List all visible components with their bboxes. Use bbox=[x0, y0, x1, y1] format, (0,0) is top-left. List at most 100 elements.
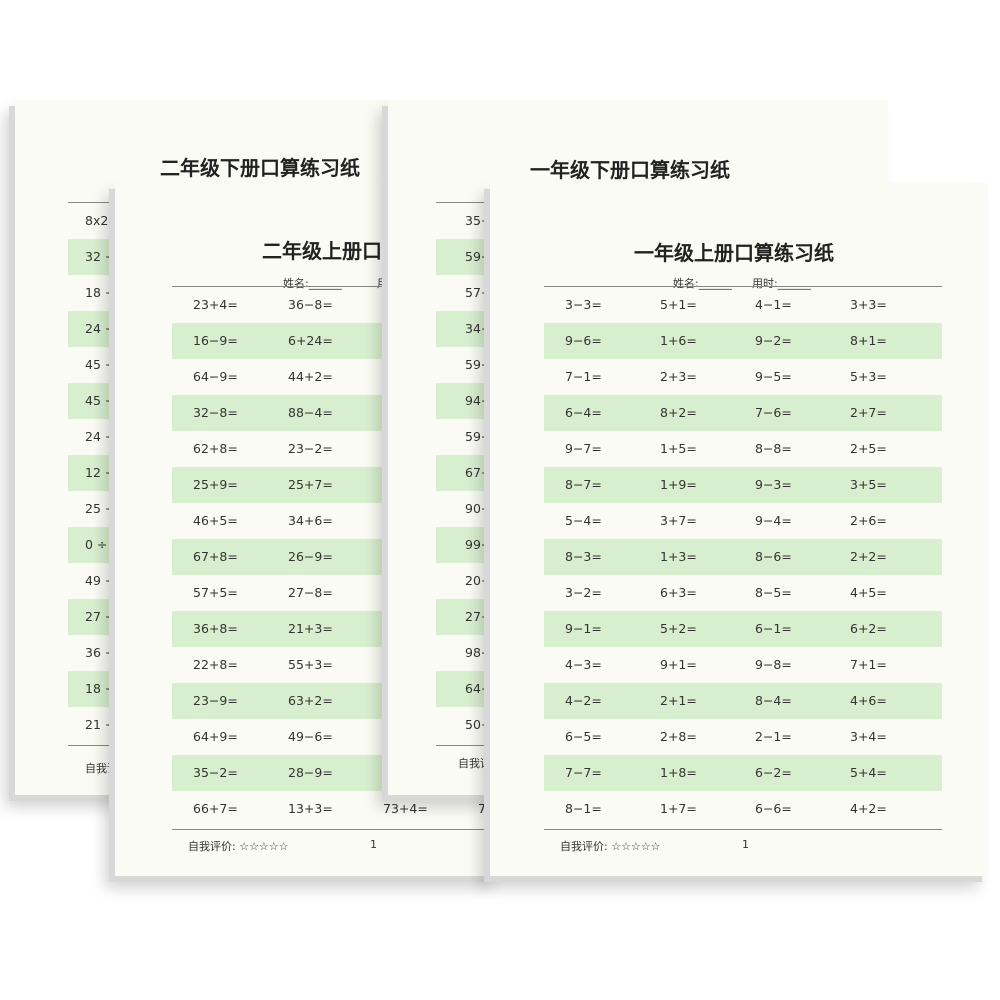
time-label: 用 bbox=[377, 277, 388, 290]
problem: 24 ÷ bbox=[85, 321, 116, 336]
rule bbox=[172, 286, 500, 287]
problem: 6+3= bbox=[660, 585, 697, 600]
problem: 3+4= bbox=[850, 729, 887, 744]
problem: 6+2= bbox=[850, 621, 887, 636]
problem: 8−7= bbox=[565, 477, 602, 492]
sheet-title: 一年级上册口算练习纸 bbox=[634, 241, 834, 265]
problem: 4+2= bbox=[850, 801, 887, 816]
problem: 1+9= bbox=[660, 477, 697, 492]
page-number: 1 bbox=[742, 838, 749, 851]
problem: 99− bbox=[465, 537, 492, 552]
problem: 1+3= bbox=[660, 549, 697, 564]
problem: 50+ bbox=[465, 717, 492, 732]
problem: 5+1= bbox=[660, 297, 697, 312]
problem: 9−1= bbox=[565, 621, 602, 636]
problem: 9−8= bbox=[755, 657, 792, 672]
problem: 8−8= bbox=[755, 441, 792, 456]
problem-row bbox=[544, 683, 942, 719]
rule bbox=[544, 829, 942, 830]
problem: 3+3= bbox=[850, 297, 887, 312]
problem: 55+3= bbox=[288, 657, 333, 672]
rating-label: 自我评价: ☆☆☆☆☆ bbox=[188, 840, 289, 853]
problem: 45 ÷ bbox=[85, 393, 116, 408]
problem-row bbox=[544, 323, 942, 359]
problem: 3−3= bbox=[565, 297, 602, 312]
problem: 67+ bbox=[465, 465, 492, 480]
problem: 8+2= bbox=[660, 405, 697, 420]
problem: 18 ÷ bbox=[85, 681, 116, 696]
problem: 5+4= bbox=[850, 765, 887, 780]
problem: 9−3= bbox=[755, 477, 792, 492]
problem: 94− bbox=[465, 393, 492, 408]
problem: 2+7= bbox=[850, 405, 887, 420]
problem: 2+5= bbox=[850, 441, 887, 456]
problem: 5−4= bbox=[565, 513, 602, 528]
problem: 25 ÷ bbox=[85, 501, 116, 516]
problem: 34+6= bbox=[288, 513, 333, 528]
problem: 2+6= bbox=[850, 513, 887, 528]
problem: 6−2= bbox=[755, 765, 792, 780]
problem: 3−2= bbox=[565, 585, 602, 600]
sheet-title: 一年级下册口算练习纸 bbox=[530, 158, 730, 182]
problem: 36+8= bbox=[193, 621, 238, 636]
problem: 8−6= bbox=[755, 549, 792, 564]
problem: 7+1= bbox=[850, 657, 887, 672]
problem: 0 ÷ 5 bbox=[85, 537, 120, 552]
problem: 4+5= bbox=[850, 585, 887, 600]
problem: 7 bbox=[478, 801, 486, 816]
problem-row bbox=[544, 467, 942, 503]
sheet-title: 二年级上册口 bbox=[262, 239, 382, 263]
problem: 5+3= bbox=[850, 369, 887, 384]
problem: 59− bbox=[465, 249, 492, 264]
problem: 2+2= bbox=[850, 549, 887, 564]
problem: 57+5= bbox=[193, 585, 238, 600]
problem: 26−9= bbox=[288, 549, 333, 564]
problem: 44+2= bbox=[288, 369, 333, 384]
problem: 3+5= bbox=[850, 477, 887, 492]
problem: 6−6= bbox=[755, 801, 792, 816]
sheet-title: 二年级下册口算练习纸 bbox=[160, 156, 360, 180]
rule bbox=[172, 829, 500, 830]
problem: 7−6= bbox=[755, 405, 792, 420]
problem: 6−5= bbox=[565, 729, 602, 744]
problem: 18 ÷ bbox=[85, 285, 116, 300]
problem: 20+ bbox=[465, 573, 492, 588]
problem: 8−3= bbox=[565, 549, 602, 564]
problem: 4−1= bbox=[755, 297, 792, 312]
problem-row bbox=[544, 611, 942, 647]
problem: 36 ÷ bbox=[85, 645, 116, 660]
problem: 32−8= bbox=[193, 405, 238, 420]
problem: 2+1= bbox=[660, 693, 697, 708]
problem: 9−7= bbox=[565, 441, 602, 456]
problem: 21 ÷ bbox=[85, 717, 116, 732]
problem: 64+9= bbox=[193, 729, 238, 744]
problem: 1+5= bbox=[660, 441, 697, 456]
problem: 64+ bbox=[465, 681, 492, 696]
problem: 3+7= bbox=[660, 513, 697, 528]
problem: 23−2= bbox=[288, 441, 333, 456]
page-number: 1 bbox=[370, 838, 377, 851]
problem: 8+1= bbox=[850, 333, 887, 348]
problem: 27 ÷ bbox=[85, 609, 116, 624]
problem: 4−3= bbox=[565, 657, 602, 672]
problem: 9−4= bbox=[755, 513, 792, 528]
problem: 6−4= bbox=[565, 405, 602, 420]
worksheet: 一年级上册口算练习纸 姓名:______ 用时:______ 3−3= 5+1= 4−1=… bbox=[490, 183, 988, 876]
problem: 27−8= bbox=[288, 585, 333, 600]
problem: 2+3= bbox=[660, 369, 697, 384]
problem: 1+8= bbox=[660, 765, 697, 780]
problem: 25+7= bbox=[288, 477, 333, 492]
problem: 8−4= bbox=[755, 693, 792, 708]
problem: 35−2= bbox=[193, 765, 238, 780]
problem: 6+24= bbox=[288, 333, 333, 348]
problem: 4−2= bbox=[565, 693, 602, 708]
problem: 21+3= bbox=[288, 621, 333, 636]
problem: 59− bbox=[465, 429, 492, 444]
problem: 5+2= bbox=[660, 621, 697, 636]
problem: 25+9= bbox=[193, 477, 238, 492]
rating-label: 自我评价: ☆☆☆☆☆ bbox=[560, 840, 661, 853]
problem: 4+6= bbox=[850, 693, 887, 708]
problem: 9−2= bbox=[755, 333, 792, 348]
problem: 59− bbox=[465, 357, 492, 372]
problem: 7−7= bbox=[565, 765, 602, 780]
